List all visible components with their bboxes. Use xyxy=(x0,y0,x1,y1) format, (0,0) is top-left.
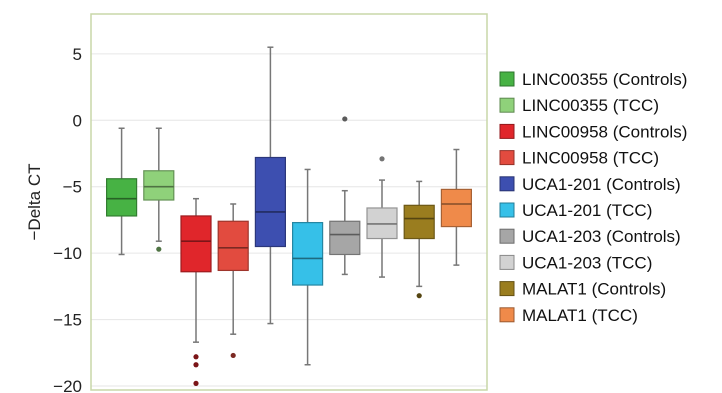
legend-label: MALAT1 (Controls) xyxy=(522,280,666,299)
legend-label: LINC00958 (TCC) xyxy=(522,149,659,168)
outlier-point xyxy=(416,293,422,299)
legend-swatch xyxy=(499,228,515,244)
box-iqr xyxy=(403,204,435,240)
box-iqr xyxy=(143,170,175,201)
y-axis-title: −Delta CT xyxy=(25,164,44,241)
box-iqr xyxy=(217,220,249,272)
legend-item: MALAT1 (Controls) xyxy=(499,280,666,299)
box-7 xyxy=(329,116,361,276)
legend: LINC00355 (Controls) LINC00355 (TCC) LINC0… xyxy=(499,70,687,325)
box-3 xyxy=(180,197,212,386)
legend-swatch xyxy=(499,150,515,166)
outlier-point xyxy=(193,354,199,360)
y-tick-label: −5 xyxy=(63,178,82,197)
box-9 xyxy=(403,180,435,299)
legend-swatch xyxy=(499,254,515,270)
legend-label: UCA1-201 (Controls) xyxy=(522,175,681,194)
legend-label: UCA1-201 (TCC) xyxy=(522,201,652,220)
box-2 xyxy=(143,127,175,252)
legend-swatch xyxy=(499,97,515,113)
legend-item: MALAT1 (TCC) xyxy=(499,306,638,325)
box-10 xyxy=(440,148,472,266)
plot-frame xyxy=(90,13,488,391)
outlier-point xyxy=(379,156,385,162)
legend-label: MALAT1 (TCC) xyxy=(522,306,638,325)
box-iqr xyxy=(329,220,361,256)
legend-swatch xyxy=(499,202,515,218)
legend-item: UCA1-201 (Controls) xyxy=(499,175,681,194)
legend-item: UCA1-203 (TCC) xyxy=(499,253,652,272)
legend-swatch xyxy=(499,71,515,87)
box-iqr xyxy=(105,178,138,217)
box-6 xyxy=(292,168,324,366)
y-tick-label: 5 xyxy=(73,45,82,64)
box-5 xyxy=(254,46,286,325)
box-iqr xyxy=(292,221,324,286)
outlier-point xyxy=(193,380,199,386)
box-8 xyxy=(366,156,398,278)
box-iqr xyxy=(254,156,286,248)
legend-item: UCA1-203 (Controls) xyxy=(499,227,681,246)
legend-swatch xyxy=(499,176,515,192)
y-tick-label: −20 xyxy=(53,377,82,393)
legend-swatch xyxy=(499,307,515,323)
legend-item: UCA1-201 (TCC) xyxy=(499,201,652,220)
box-iqr xyxy=(180,215,212,273)
box-4 xyxy=(217,203,249,359)
legend-label: LINC00958 (Controls) xyxy=(522,122,687,141)
outlier-point xyxy=(156,246,162,252)
y-tick-label: −10 xyxy=(53,244,82,263)
legend-label: LINC00355 (Controls) xyxy=(522,70,687,89)
outlier-point xyxy=(342,116,348,122)
outlier-point xyxy=(230,352,236,359)
box-series xyxy=(105,46,472,386)
y-axis-ticks: 5 0 −5 −10 −15 −20 xyxy=(53,45,82,393)
y-tick-label: 0 xyxy=(73,111,82,130)
legend-label: UCA1-203 (Controls) xyxy=(522,227,681,246)
legend-label: UCA1-203 (TCC) xyxy=(522,253,652,272)
y-tick-label: −15 xyxy=(53,311,82,330)
legend-item: LINC00355 (Controls) xyxy=(499,70,687,89)
legend-item: LINC00355 (TCC) xyxy=(499,96,659,115)
legend-item: LINC00958 (TCC) xyxy=(499,149,659,168)
box-iqr xyxy=(440,188,472,228)
legend-swatch xyxy=(499,123,515,139)
box-1 xyxy=(105,127,138,256)
legend-swatch xyxy=(499,281,515,297)
legend-label: LINC00355 (TCC) xyxy=(522,96,659,115)
outlier-point xyxy=(193,362,199,368)
legend-item: LINC00958 (Controls) xyxy=(499,122,687,141)
